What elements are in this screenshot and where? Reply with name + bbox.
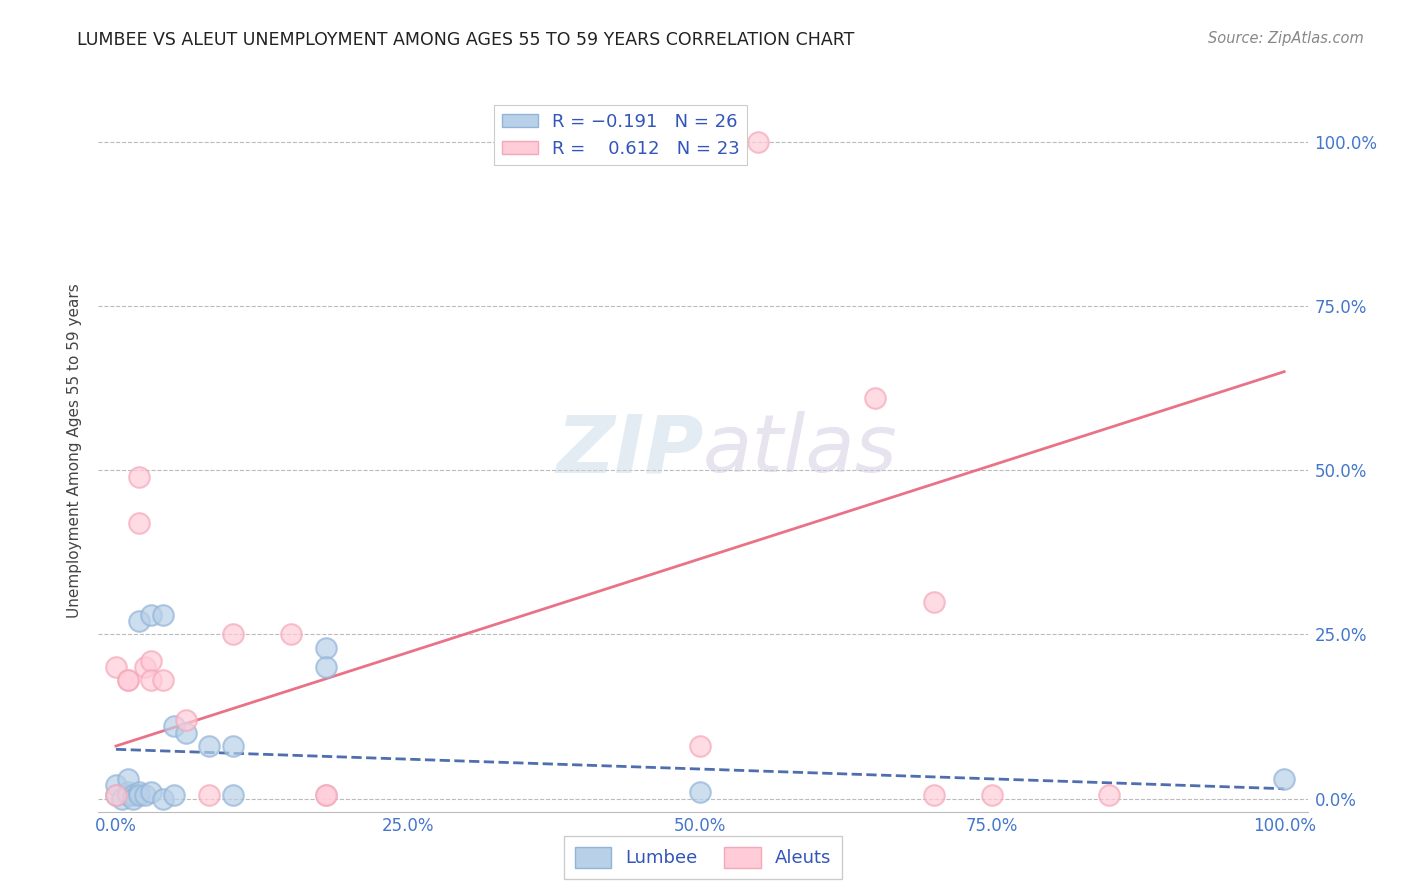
Point (280, 627, 302, 641)
Point (174, 726, 197, 740)
Point (111, 791, 134, 805)
Point (122, 789, 145, 803)
Point (122, 791, 145, 805)
Point (315, 789, 337, 803)
Point (689, 785, 711, 799)
Point (128, 785, 150, 799)
Point (139, 607, 162, 622)
Point (104, 789, 127, 803)
Text: LUMBEE VS ALEUT UNEMPLOYMENT AMONG AGES 55 TO 59 YEARS CORRELATION CHART: LUMBEE VS ALEUT UNEMPLOYMENT AMONG AGES … (77, 31, 855, 49)
Point (139, 654, 162, 668)
Point (104, 779, 127, 793)
Point (865, 391, 887, 405)
Point (152, 673, 174, 688)
Point (315, 660, 337, 674)
Point (981, 789, 1004, 803)
Point (117, 673, 139, 688)
Point (152, 607, 174, 622)
Legend: R = −0.191   N = 26, R =    0.612   N = 23: R = −0.191 N = 26, R = 0.612 N = 23 (495, 105, 747, 165)
Point (139, 785, 162, 799)
Point (922, 594, 945, 608)
Text: Source: ZipAtlas.com: Source: ZipAtlas.com (1208, 31, 1364, 46)
Point (747, 135, 769, 149)
Point (128, 516, 150, 530)
Point (117, 789, 139, 803)
Point (222, 627, 245, 641)
Legend: Lumbee, Aleuts: Lumbee, Aleuts (564, 836, 842, 879)
Y-axis label: Unemployment Among Ages 55 to 59 years: Unemployment Among Ages 55 to 59 years (67, 283, 83, 618)
Point (139, 673, 162, 688)
Point (922, 789, 945, 803)
Point (134, 660, 156, 674)
Point (198, 789, 221, 803)
Point (163, 789, 186, 803)
Point (128, 614, 150, 628)
Point (163, 719, 186, 733)
Point (104, 789, 127, 803)
Text: ZIP: ZIP (555, 411, 703, 490)
Point (222, 739, 245, 753)
Point (174, 713, 197, 727)
Point (117, 772, 139, 786)
Point (128, 789, 150, 803)
Point (315, 789, 337, 803)
Point (315, 640, 337, 655)
Point (222, 789, 245, 803)
Point (1098, 789, 1121, 803)
Point (104, 660, 127, 674)
Point (117, 673, 139, 688)
Point (689, 739, 711, 753)
Point (117, 785, 139, 799)
Text: atlas: atlas (703, 411, 898, 490)
Point (128, 469, 150, 483)
Point (1272, 772, 1295, 786)
Point (198, 739, 221, 753)
Point (152, 791, 174, 805)
Point (134, 789, 156, 803)
